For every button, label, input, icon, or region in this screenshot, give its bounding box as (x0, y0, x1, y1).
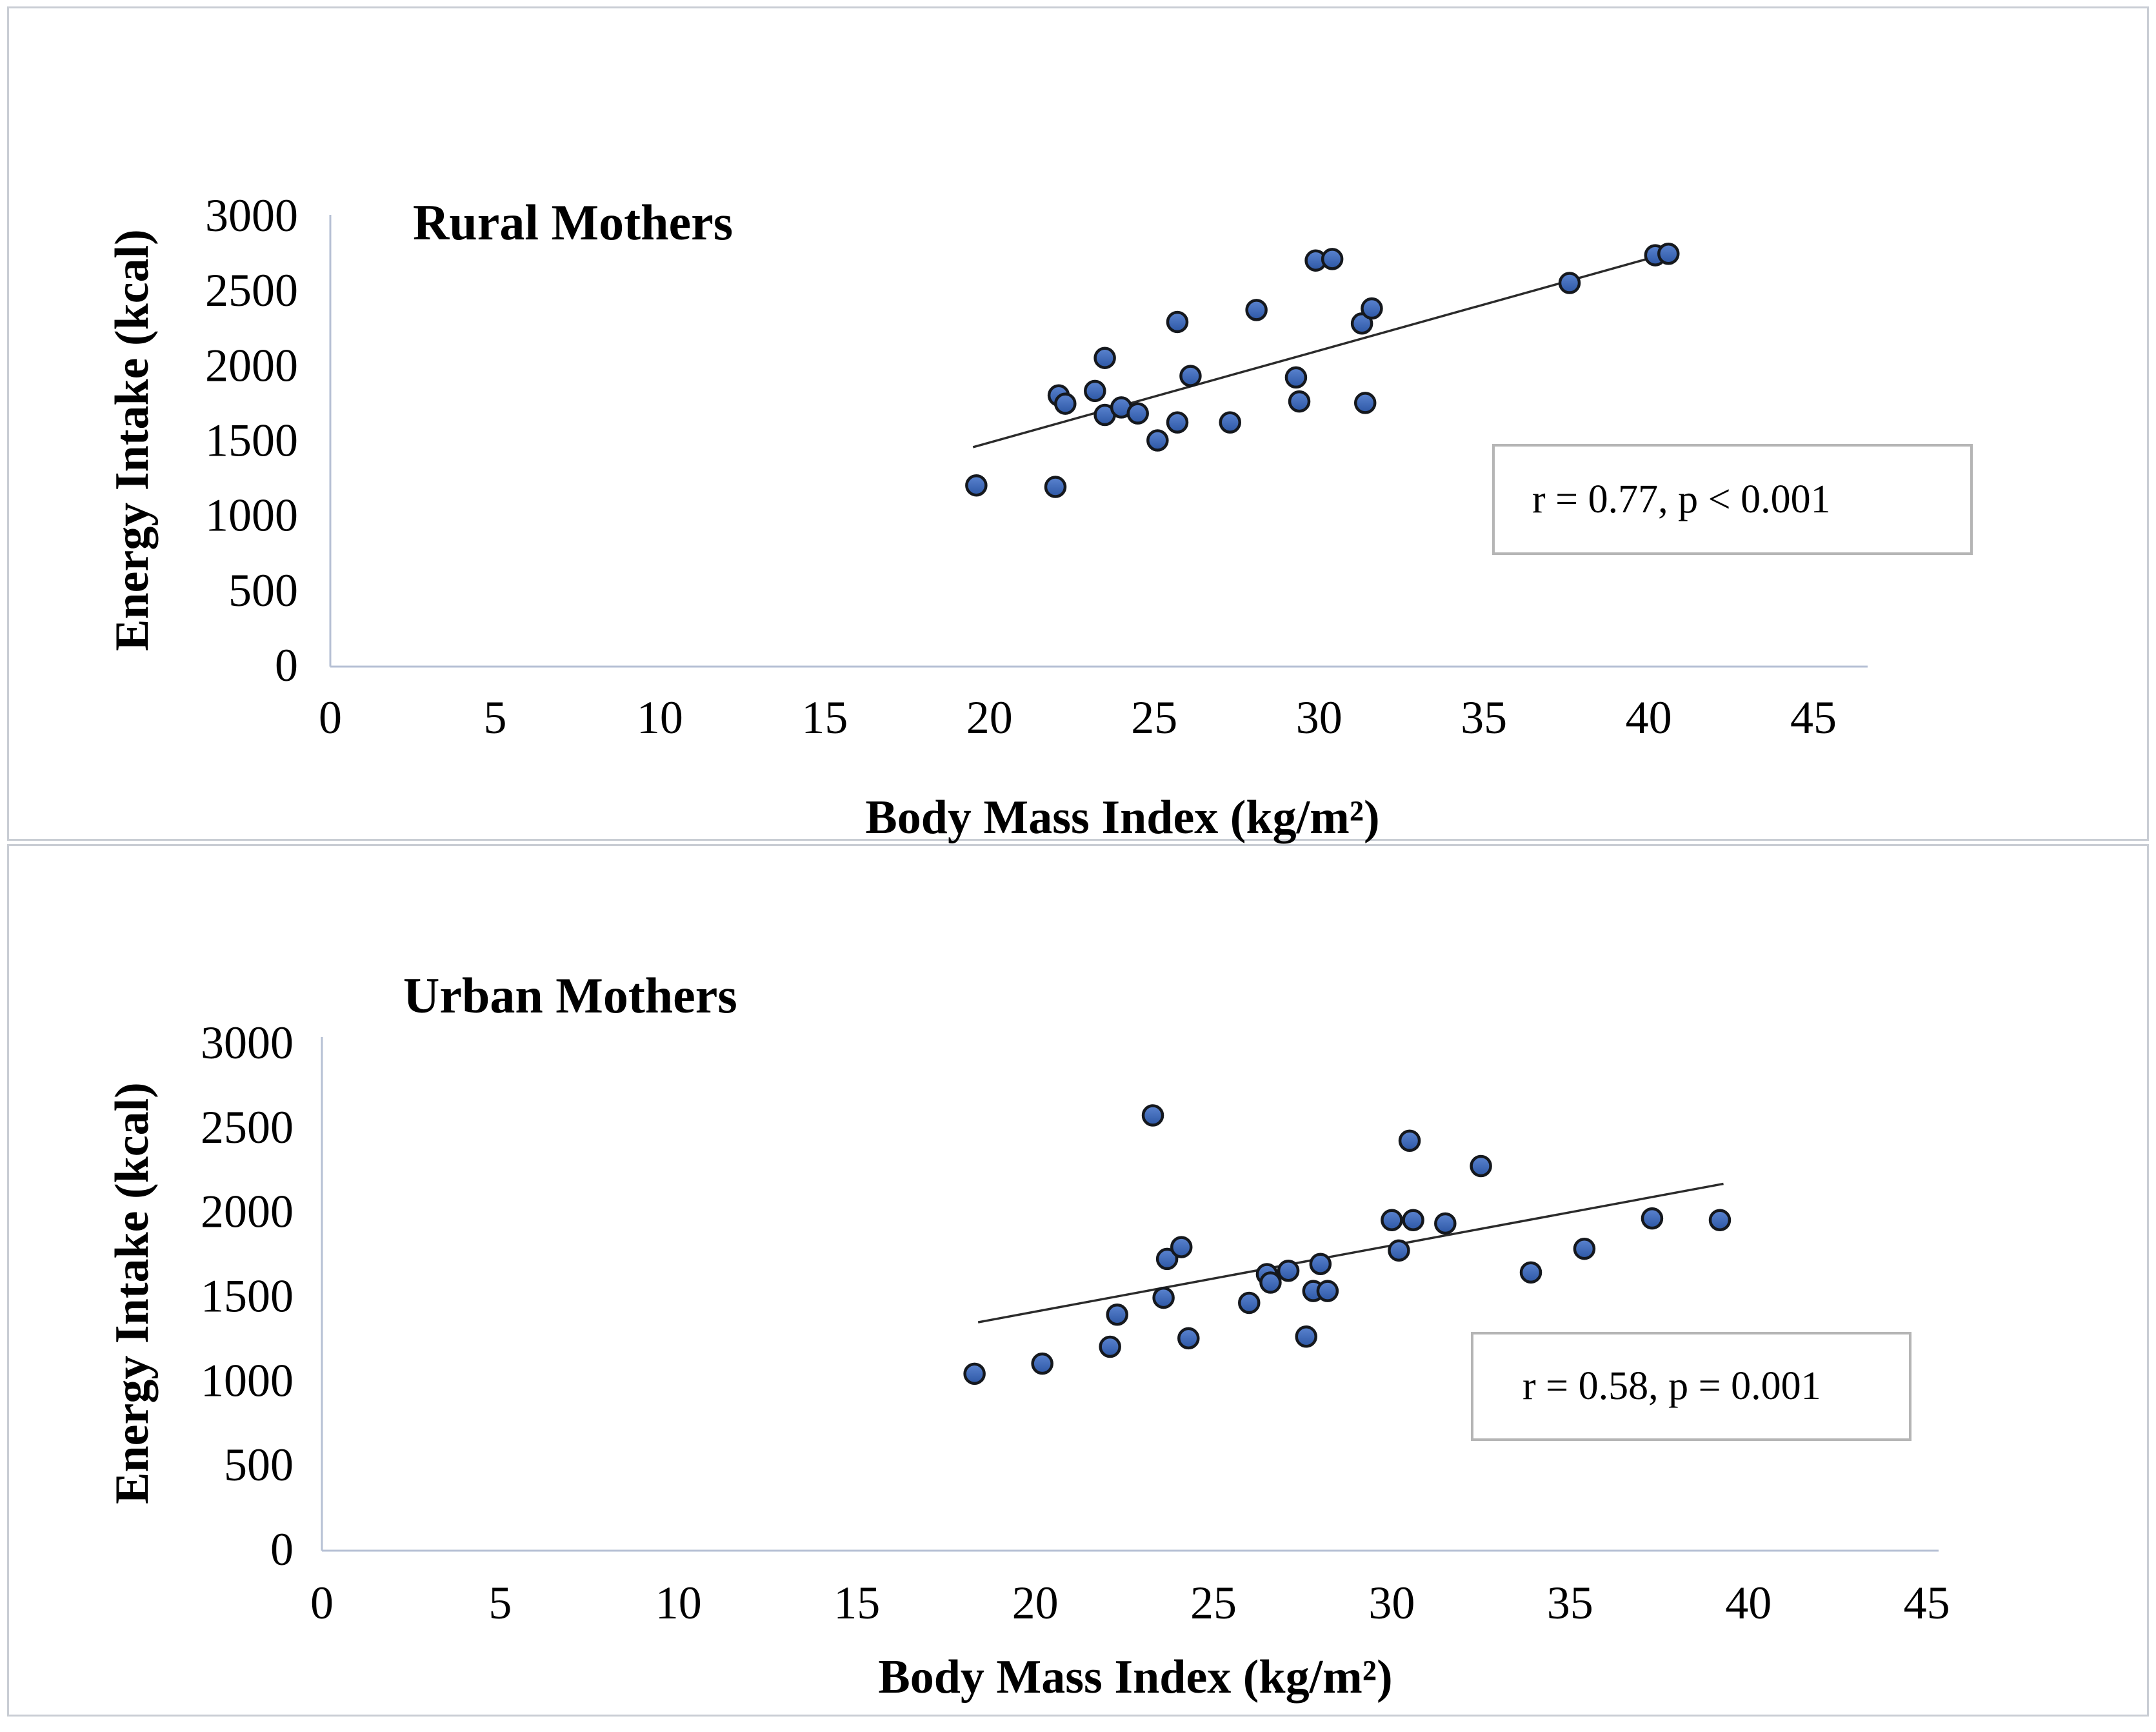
data-point (1170, 1236, 1193, 1258)
urban-y-axis-title: Energy Intake (kcal) (106, 1082, 159, 1504)
y-tick-label: 1000 (201, 1354, 294, 1406)
x-tick-label: 15 (801, 692, 848, 743)
x-tick-label: 40 (1626, 692, 1672, 743)
rural-panel-title: Rural Mothers (413, 194, 734, 250)
data-point (1146, 429, 1169, 452)
x-tick-label: 45 (1790, 692, 1837, 743)
x-tick-label: 30 (1296, 692, 1343, 743)
data-point (1353, 392, 1377, 414)
data-point (1519, 1261, 1542, 1284)
urban-x-axis-title: Body Mass Index (kg/m²) (878, 1651, 1393, 1704)
y-tick-label: 0 (270, 1524, 294, 1575)
data-point (1361, 297, 1383, 320)
data-point (1238, 1291, 1261, 1314)
y-tick-label: 2500 (205, 265, 298, 316)
x-tick-label: 40 (1725, 1577, 1772, 1629)
x-tick-label: 5 (483, 692, 506, 743)
y-tick-label: 1000 (205, 490, 298, 541)
y-tick-label: 500 (228, 565, 298, 616)
data-point (1381, 1209, 1403, 1231)
x-tick-label: 15 (833, 1577, 880, 1629)
urban-correlation-text: r = 0.58, p = 0.001 (1522, 1364, 1821, 1408)
data-point (1259, 1271, 1282, 1294)
data-point (1245, 299, 1268, 321)
data-point (1177, 1327, 1200, 1350)
rural-x-axis-title: Body Mass Index (kg/m²) (865, 791, 1380, 844)
data-point (1434, 1212, 1457, 1235)
rural-panel-border (7, 6, 2149, 841)
data-point (1388, 1239, 1410, 1262)
data-point (1288, 390, 1311, 413)
x-tick-label: 35 (1461, 692, 1507, 743)
data-point (1106, 1304, 1128, 1326)
data-point (1031, 1352, 1053, 1375)
y-tick-label: 2000 (201, 1186, 294, 1238)
data-point (1321, 248, 1344, 270)
data-point (1166, 411, 1189, 434)
data-point (1152, 1286, 1175, 1309)
data-point (1657, 243, 1680, 265)
data-point (1155, 1247, 1179, 1271)
data-point (1277, 1259, 1300, 1282)
y-tick-label: 0 (275, 639, 298, 691)
data-point (1219, 411, 1242, 434)
data-point (1402, 1209, 1424, 1231)
y-tick-label: 500 (224, 1439, 294, 1491)
x-tick-label: 35 (1547, 1577, 1593, 1629)
y-tick-label: 1500 (201, 1270, 294, 1322)
data-point (1044, 476, 1067, 498)
y-tick-label: 2000 (205, 339, 298, 391)
data-point (1284, 366, 1308, 389)
x-tick-label: 30 (1368, 1577, 1415, 1629)
urban-correlation-annotation: r = 0.58, p = 0.001 (1471, 1332, 1911, 1441)
x-tick-label: 45 (1904, 1577, 1950, 1629)
urban-panel-title: Urban Mothers (403, 967, 737, 1023)
data-point (1398, 1129, 1421, 1153)
data-point (1099, 1335, 1121, 1358)
x-tick-label: 10 (655, 1577, 702, 1629)
data-point (1054, 392, 1077, 415)
y-tick-label: 3000 (201, 1017, 294, 1069)
x-tick-label: 0 (310, 1577, 334, 1629)
urban-panel-border (7, 844, 2149, 1717)
data-point (1084, 379, 1106, 403)
data-point (963, 1362, 986, 1385)
x-tick-label: 25 (1190, 1577, 1237, 1629)
x-tick-label: 20 (1012, 1577, 1059, 1629)
data-point (1708, 1209, 1732, 1231)
data-point (1470, 1154, 1492, 1178)
y-tick-label: 2500 (201, 1102, 294, 1153)
data-point (1295, 1325, 1317, 1348)
data-point (1316, 1280, 1339, 1302)
rural-y-axis-title: Energy Intake (kcal) (106, 229, 159, 651)
data-point (1179, 365, 1202, 387)
data-point (1166, 310, 1189, 334)
data-point (1350, 312, 1373, 335)
trendline (977, 1182, 1724, 1324)
data-point (1126, 402, 1149, 425)
data-point (1573, 1237, 1596, 1260)
data-point (1641, 1207, 1664, 1230)
trendline (972, 252, 1669, 448)
x-tick-label: 25 (1131, 692, 1177, 743)
x-tick-label: 0 (319, 692, 342, 743)
x-tick-label: 10 (637, 692, 683, 743)
data-point (965, 474, 988, 497)
x-tick-label: 5 (488, 1577, 512, 1629)
data-point (1093, 347, 1116, 369)
y-tick-label: 1500 (205, 415, 298, 467)
data-point (1141, 1104, 1164, 1127)
y-tick-label: 3000 (205, 190, 298, 241)
data-point (1558, 272, 1581, 294)
rural-correlation-text: r = 0.77, p < 0.001 (1532, 477, 1831, 521)
data-point (1309, 1253, 1332, 1276)
x-tick-label: 20 (966, 692, 1013, 743)
rural-correlation-annotation: r = 0.77, p < 0.001 (1492, 444, 1973, 555)
